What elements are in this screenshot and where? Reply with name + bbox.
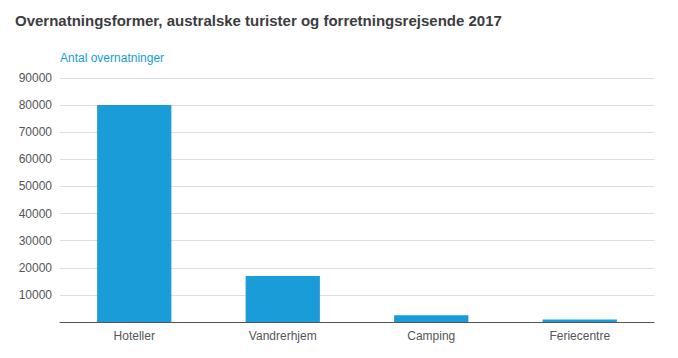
svg-text:Antal overnatninger: Antal overnatninger [60, 51, 164, 65]
svg-text:Overnatningsformer, australske: Overnatningsformer, australske turister … [15, 12, 502, 29]
svg-text:Hoteller: Hoteller [114, 329, 155, 343]
svg-text:80000: 80000 [19, 98, 53, 112]
svg-text:50000: 50000 [19, 179, 53, 193]
svg-text:Camping: Camping [407, 329, 455, 343]
svg-text:60000: 60000 [19, 152, 53, 166]
svg-text:Feriecentre: Feriecentre [549, 329, 610, 343]
svg-text:40000: 40000 [19, 207, 53, 221]
svg-text:10000: 10000 [19, 288, 53, 302]
svg-text:20000: 20000 [19, 261, 53, 275]
svg-text:90000: 90000 [19, 71, 53, 85]
svg-text:30000: 30000 [19, 234, 53, 248]
svg-text:Vandrerhjem: Vandrerhjem [249, 329, 317, 343]
svg-text:70000: 70000 [19, 125, 53, 139]
